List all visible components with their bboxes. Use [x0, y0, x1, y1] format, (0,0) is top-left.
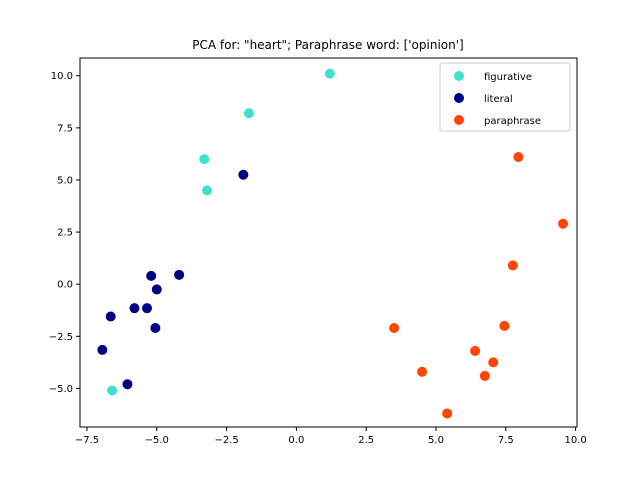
legend-marker-literal: [454, 93, 464, 103]
y-tick-label: −5.0: [49, 384, 73, 395]
point-paraphrase-1: [558, 218, 569, 229]
point-paraphrase-9: [442, 408, 453, 419]
series-literal: [97, 169, 249, 390]
legend-marker-paraphrase: [454, 115, 464, 125]
point-literal-3: [151, 284, 162, 295]
scatter-points: [97, 68, 569, 419]
legend-label-literal: literal: [484, 94, 513, 105]
point-figurative-1: [243, 108, 254, 119]
point-paraphrase-2: [507, 260, 518, 271]
point-paraphrase-6: [488, 357, 499, 368]
point-paraphrase-5: [470, 345, 481, 356]
x-tick-label: −2.5: [214, 435, 238, 446]
point-figurative-4: [107, 385, 118, 396]
x-axis: −7.5 −5.0 −2.5 0.0 2.5 5.0 7.5 10.0: [75, 427, 587, 446]
legend-box: [439, 62, 571, 132]
point-literal-0: [238, 169, 249, 180]
point-figurative-2: [199, 154, 210, 165]
point-figurative-3: [202, 185, 213, 196]
point-literal-9: [122, 379, 133, 390]
point-paraphrase-3: [499, 320, 510, 331]
y-tick-label: 0.0: [57, 280, 73, 291]
point-literal-1: [146, 270, 157, 281]
y-tick-label: 5.0: [57, 175, 73, 186]
series-figurative: [107, 68, 335, 396]
point-literal-7: [150, 322, 161, 333]
point-literal-8: [97, 344, 108, 355]
x-tick-label: 2.5: [358, 435, 374, 446]
x-tick-label: −5.0: [145, 435, 169, 446]
y-tick-label: −2.5: [49, 332, 73, 343]
point-literal-2: [174, 269, 185, 280]
x-tick-label: 7.5: [498, 435, 514, 446]
series-paraphrase: [389, 152, 569, 419]
legend-marker-figurative: [454, 71, 464, 81]
legend-label-figurative: figurative: [484, 72, 532, 83]
point-paraphrase-0: [513, 152, 524, 163]
point-literal-5: [142, 303, 153, 314]
point-literal-4: [129, 303, 140, 314]
point-paraphrase-4: [389, 322, 400, 333]
y-tick-label: 2.5: [57, 228, 73, 239]
plot-area-frame: [79, 57, 578, 428]
x-tick-label: −7.5: [75, 435, 99, 446]
x-tick-label: 5.0: [428, 435, 444, 446]
y-tick-label: 10.0: [51, 71, 73, 82]
x-tick-label: 0.0: [288, 435, 304, 446]
legend-label-paraphrase: paraphrase: [484, 116, 541, 127]
chart-title: PCA for: "heart"; Paraphrase word: ['opi…: [192, 38, 463, 52]
point-literal-6: [105, 311, 116, 322]
x-tick-label: 10.0: [564, 435, 586, 446]
point-paraphrase-7: [417, 366, 428, 377]
point-paraphrase-8: [479, 370, 490, 381]
y-tick-label: 7.5: [57, 123, 73, 134]
point-figurative-0: [324, 68, 335, 79]
legend: figurative literal paraphrase: [439, 62, 571, 132]
y-axis: −5.0 −2.5 0.0 2.5 5.0 7.5 10.0: [49, 71, 80, 395]
